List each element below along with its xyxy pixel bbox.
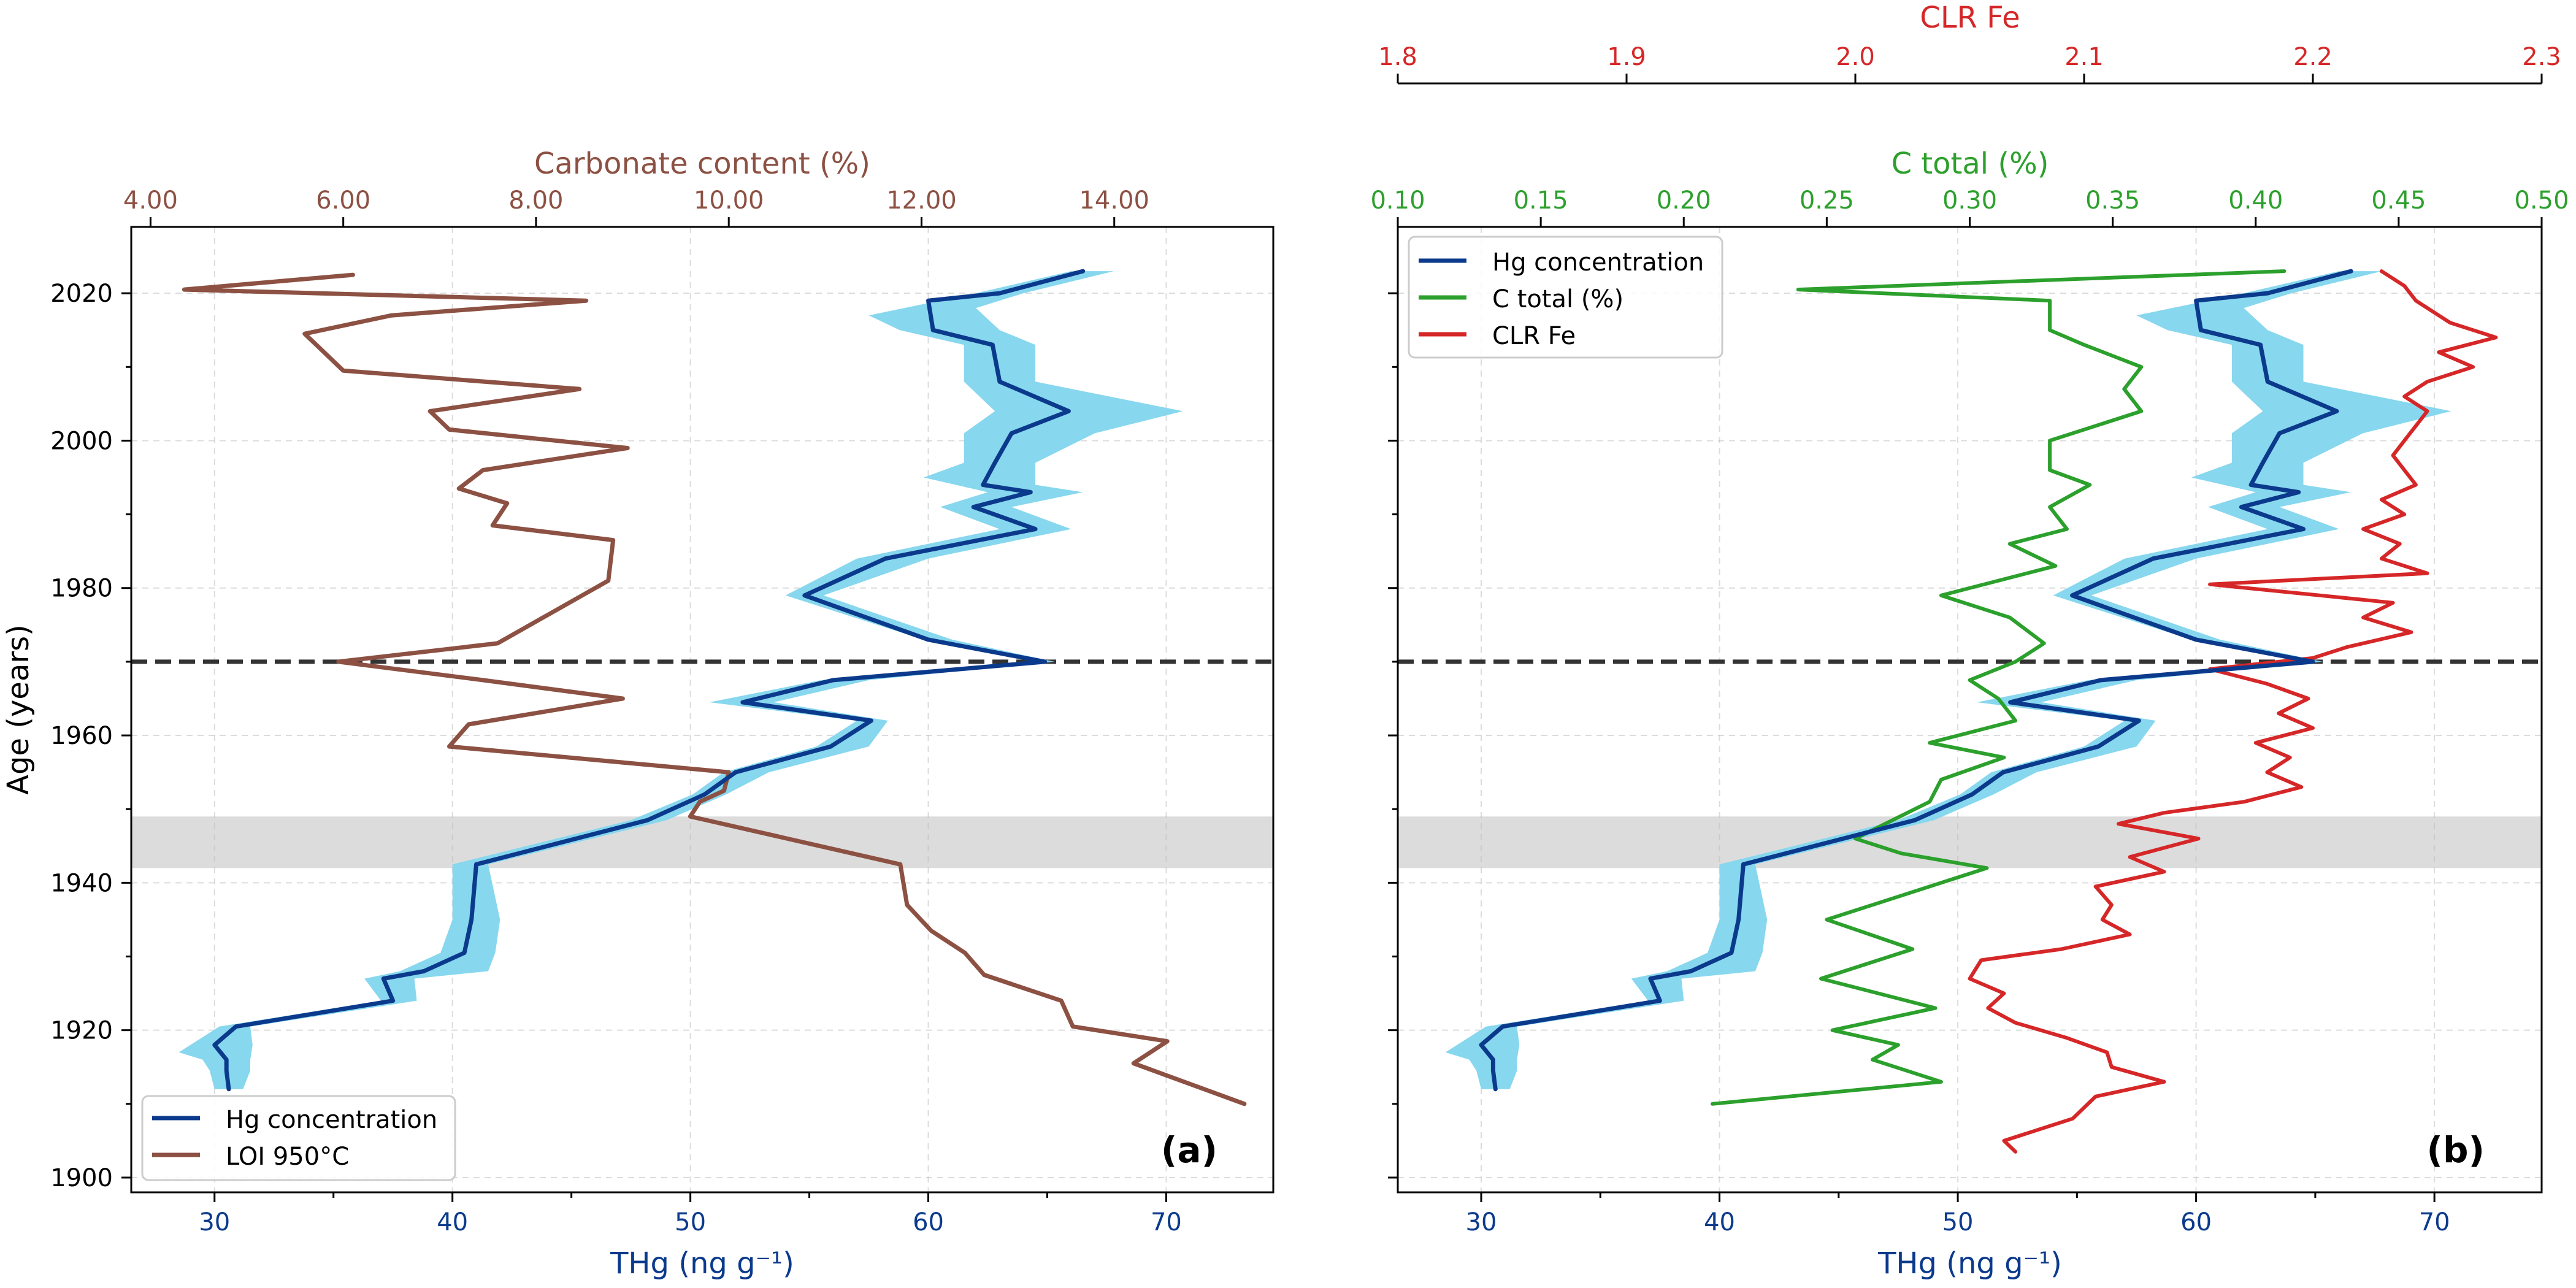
a-xtick-label-0: 30 [199, 1208, 230, 1236]
b-xtick-label-0: 30 [1466, 1208, 1497, 1236]
a-shaded-band [131, 816, 1273, 868]
a-ytick-label-6: 2020 [50, 280, 113, 308]
b-hg-uncertainty-band [1445, 271, 2451, 1089]
a-xtick-label-4: 70 [1151, 1208, 1182, 1236]
a-top-axis-label: Carbonate content (%) [534, 147, 870, 181]
b-top-axis2-label: CLR Fe [1920, 1, 2020, 35]
a-xtick-label-3: 60 [913, 1208, 944, 1236]
b-legend: Hg concentration C total (%) CLR Fe [1408, 236, 1723, 359]
a-top-tick-label-4: 12.00 [886, 186, 957, 215]
a-hg-uncertainty-band [178, 271, 1183, 1089]
a-legend-label-loi: LOI 950°C [226, 1143, 349, 1171]
b-band-polygon [1445, 271, 2451, 1089]
a-xtick-label-1: 40 [437, 1208, 468, 1236]
a-legend-label-hg: Hg concentration [226, 1106, 437, 1134]
a-panel-label: (a) [1161, 1129, 1217, 1171]
a-top-ticks: 4.00 6.00 8.00 10.00 12.00 14.00 [123, 186, 1149, 227]
a-top-tick-label-1: 6.00 [316, 186, 370, 215]
b-top-tick-label-6: 0.40 [2228, 186, 2283, 215]
a-ytick-label-0: 1900 [50, 1164, 113, 1192]
a-top-tick-label-3: 10.00 [694, 186, 764, 215]
b-top-tick-label-3: 0.25 [1800, 186, 1854, 215]
b-panel-label: (b) [2426, 1129, 2485, 1171]
a-top-tick-label-0: 4.00 [123, 186, 178, 215]
a-legend: Hg concentration LOI 950°C [141, 1095, 456, 1181]
a-series-lines [182, 269, 1247, 1106]
b-top2-tick-label-5: 2.3 [2522, 43, 2561, 71]
b-series-hg-concentration [1479, 269, 2353, 1092]
b-xtick-label-4: 70 [2419, 1208, 2450, 1236]
b-xtick-label-2: 50 [1942, 1208, 1974, 1236]
a-grid [131, 227, 1273, 1192]
b-top-axis-label: C total (%) [1892, 147, 2049, 181]
a-shaded-rect [131, 816, 1273, 868]
b-legend-box [1408, 236, 1723, 359]
b-plot-frame [1397, 226, 2543, 1194]
b-legend-label-ctotal: C total (%) [1492, 285, 1623, 313]
a-y-ticks: 1900 1920 1940 1960 1980 2000 2020 [50, 280, 131, 1192]
a-band-polygon [178, 271, 1183, 1089]
panel-a: 30 40 50 60 70 1900192019401960198020002020 … [1, 147, 1275, 1281]
a-top-tick-label-2: 8.00 [508, 186, 563, 215]
a-x-ticks: 30 40 50 60 70 [199, 1192, 1182, 1236]
b-y-ticks [1388, 292, 1398, 1179]
a-legend-box [141, 1095, 456, 1181]
b-series-lines [1479, 269, 2498, 1154]
a-top-tick-label-5: 14.00 [1079, 186, 1149, 215]
b-shaded-band [1398, 816, 2542, 868]
b-grid [1398, 227, 2542, 1192]
b-legend-label-clrfe: CLR Fe [1492, 322, 1576, 350]
a-ytick-label-1: 1920 [50, 1017, 113, 1045]
b-series-clr-fe [1968, 269, 2498, 1154]
b-top-tick-label-4: 0.30 [1942, 186, 1997, 215]
b-top-tick-label-5: 0.35 [2085, 186, 2140, 215]
b-x-ticks: 30 40 50 60 70 [1466, 1192, 2450, 1236]
b-legend-label-hg: Hg concentration [1492, 248, 1704, 277]
b-series-c-total [1710, 269, 2287, 1106]
b-x-axis-label: THg (ng g⁻¹) [1877, 1246, 2062, 1281]
panel-b: 30 40 50 60 70 0.10 0.15 0.20 0.25 0.30 0.35 0.40 0… [1370, 1, 2569, 1281]
b-top-tick-label-8: 0.50 [2514, 186, 2569, 215]
a-ytick-label-3: 1960 [50, 722, 113, 750]
b-top-tick-label-0: 0.10 [1370, 186, 1425, 215]
a-series-loi-950-c [182, 272, 1247, 1106]
b-xtick-label-3: 60 [2180, 1208, 2212, 1236]
a-ytick-label-4: 1980 [50, 575, 113, 603]
b-top2-tick-label-0: 1.8 [1378, 43, 1417, 71]
b-shaded-rect [1398, 816, 2542, 868]
a-y-axis-label: Age (years) [1, 624, 36, 795]
a-x-axis-label: THg (ng g⁻¹) [610, 1246, 794, 1281]
b-top2-tick-label-2: 2.0 [1836, 43, 1875, 71]
a-plot-frame [130, 226, 1275, 1194]
b-top2-tick-label-1: 1.9 [1607, 43, 1646, 71]
b-xtick-label-1: 40 [1704, 1208, 1735, 1236]
a-xtick-label-2: 50 [675, 1208, 706, 1236]
a-series-hg-concentration [212, 269, 1086, 1092]
b-top-tick-label-2: 0.20 [1657, 186, 1711, 215]
b-top-ticks: 0.10 0.15 0.20 0.25 0.30 0.35 0.40 0.45 0.50 [1370, 186, 2569, 227]
b-top2-tick-label-3: 2.1 [2064, 43, 2104, 71]
a-ytick-label-5: 2000 [50, 427, 113, 455]
b-top-tick-label-1: 0.15 [1514, 186, 1568, 215]
b-top2-tick-label-4: 2.2 [2293, 43, 2333, 71]
a-ytick-label-2: 1940 [50, 869, 113, 897]
b-top-axis2: 1.8 1.9 2.0 2.1 2.2 2.3 [1378, 43, 2561, 85]
b-top-tick-label-7: 0.45 [2371, 186, 2426, 215]
